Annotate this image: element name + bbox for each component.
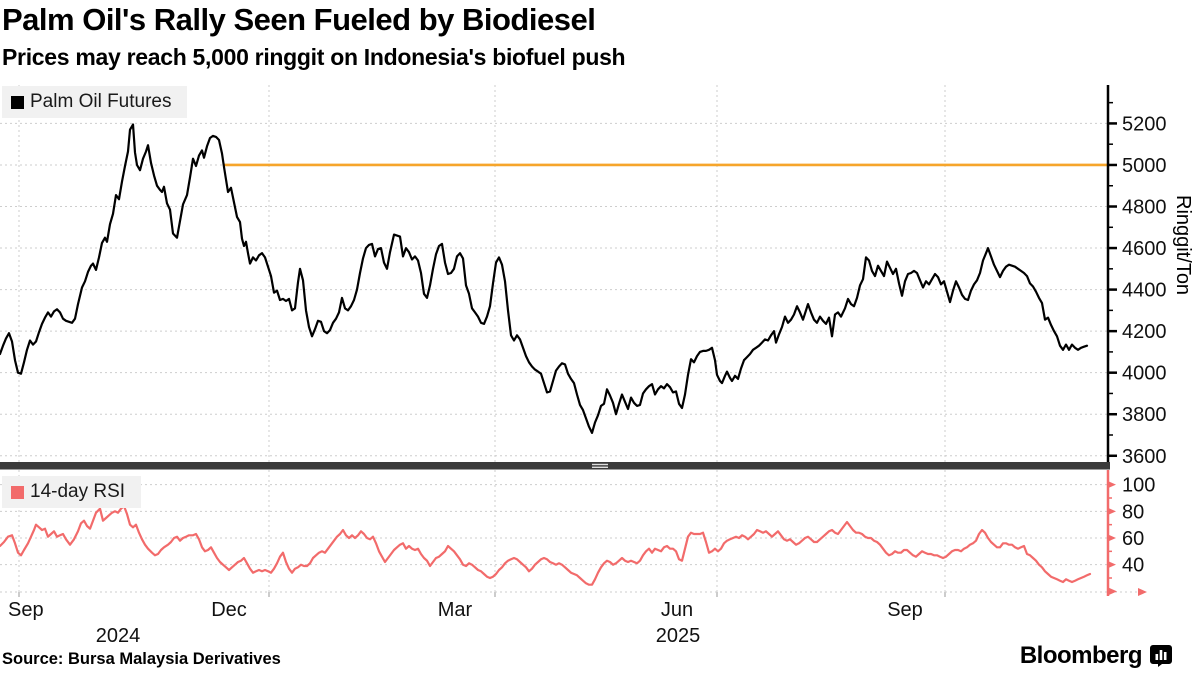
svg-text:Dec: Dec	[211, 599, 247, 621]
source-note: Source: Bursa Malaysia Derivatives	[2, 650, 281, 668]
svg-text:2024: 2024	[96, 625, 141, 647]
bloomberg-chart-icon	[1150, 645, 1172, 667]
svg-text:Sep: Sep	[8, 599, 44, 621]
svg-text:5000: 5000	[1122, 155, 1167, 177]
chart-canvas: 3600 3800 4000 4200 4400 4600 4800 5000 5200 40 60…	[0, 85, 1167, 647]
palm-oil-series-swatch-icon	[11, 95, 24, 109]
svg-text:Jun: Jun	[661, 599, 693, 621]
svg-text:4200: 4200	[1122, 321, 1167, 343]
bloomberg-logo: Bloomberg	[1020, 642, 1172, 670]
page-subtitle: Prices may reach 5,000 ringgit on Indone…	[2, 44, 626, 70]
svg-text:3800: 3800	[1122, 404, 1167, 426]
svg-text:4000: 4000	[1122, 363, 1167, 385]
svg-text:4400: 4400	[1122, 280, 1167, 302]
svg-text:Sep: Sep	[887, 599, 923, 621]
panel-divider-drag-handle[interactable]	[585, 460, 615, 474]
page-title: Palm Oil's Rally Seen Fueled by Biodiese…	[2, 2, 596, 37]
svg-text:80: 80	[1122, 501, 1144, 523]
svg-text:60: 60	[1122, 528, 1144, 550]
svg-text:3600: 3600	[1122, 446, 1167, 468]
legend-palm-oil-label: Palm Oil Futures	[30, 91, 172, 112]
y-axis-title: Ringgit/Ton	[1172, 195, 1194, 296]
svg-text:Mar: Mar	[438, 599, 473, 621]
legend-palm-oil-futures: Palm Oil Futures	[2, 86, 188, 118]
svg-text:100: 100	[1122, 475, 1155, 497]
legend-rsi-label: 14-day RSI	[30, 481, 126, 502]
legend-rsi: 14-day RSI	[2, 476, 142, 508]
svg-text:4600: 4600	[1122, 238, 1167, 260]
rsi-series-swatch-icon	[11, 485, 24, 499]
svg-text:5200: 5200	[1122, 113, 1167, 135]
svg-text:40: 40	[1122, 555, 1144, 577]
bloomberg-wordmark: Bloomberg	[1019, 642, 1143, 669]
svg-text:2025: 2025	[656, 625, 701, 647]
svg-text:4800: 4800	[1122, 197, 1167, 219]
